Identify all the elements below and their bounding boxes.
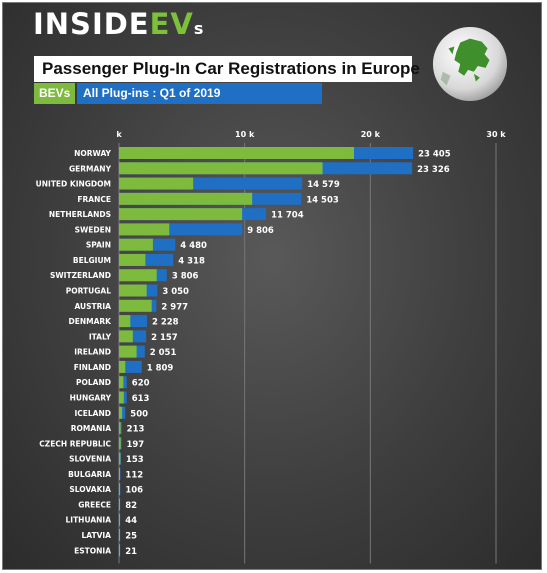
bar-bev	[119, 269, 157, 282]
value-label: 106	[125, 486, 143, 496]
bar-bev	[119, 437, 121, 450]
category-label: LITHUANIA	[66, 516, 112, 525]
value-label: 11 704	[271, 211, 304, 221]
bar-bev	[119, 299, 152, 312]
category-label: PORTUGAL	[66, 287, 111, 296]
category-label: CZECH REPUBLIC	[39, 439, 111, 448]
bar-bev	[119, 483, 120, 496]
bar-bev	[119, 529, 120, 541]
category-label: SWEDEN	[75, 225, 111, 234]
category-label: ROMANIA	[71, 424, 111, 433]
value-label: 2 228	[152, 318, 179, 328]
infographic-frame: INSIDEEVs Passenger Plug-In Car Registra…	[2, 2, 542, 570]
value-label: 213	[127, 425, 145, 435]
value-label: 4 318	[178, 256, 205, 266]
bar-bev	[119, 223, 170, 236]
bar-bev	[119, 467, 120, 480]
category-label: ICELAND	[74, 409, 111, 418]
bar-bev	[119, 345, 137, 358]
value-label: 3 806	[172, 272, 199, 282]
category-label: POLAND	[76, 378, 111, 387]
bar-bev	[119, 452, 121, 465]
x-tick-label: 10 k	[235, 130, 255, 139]
value-label: 153	[126, 455, 144, 465]
value-label: 4 480	[180, 241, 207, 251]
category-label: FINLAND	[74, 363, 111, 372]
bar-bev	[119, 177, 194, 190]
value-label: 23 326	[417, 165, 450, 175]
category-label: SLOVAKIA	[69, 485, 111, 494]
category-label: NORWAY	[74, 149, 111, 158]
bar-bev	[119, 238, 153, 251]
legend-bev: BEVs	[34, 83, 75, 104]
bar-bev	[119, 253, 146, 266]
bar-bev	[119, 192, 253, 205]
category-label: DENMARK	[69, 317, 113, 326]
category-label: NETHERLANDS	[49, 210, 111, 219]
value-label: 112	[125, 470, 143, 480]
value-label: 613	[132, 394, 150, 404]
bar-bev	[119, 498, 120, 511]
bar-bev	[119, 513, 120, 526]
value-label: 21	[125, 547, 137, 557]
category-label: SLOVENIA	[69, 455, 111, 464]
value-label: 82	[125, 501, 137, 511]
bar-bev	[119, 422, 121, 435]
chart-title: Passenger Plug-In Car Registrations in E…	[34, 56, 420, 82]
category-label: AUSTRIA	[74, 302, 111, 311]
category-label: LATVIA	[81, 531, 111, 540]
value-label: 14 503	[306, 195, 339, 205]
bar-bev	[119, 208, 243, 221]
value-label: 197	[126, 440, 144, 450]
globe-europe-icon	[432, 26, 508, 102]
x-tick-label: 20 k	[361, 130, 381, 139]
x-tick-label: k	[116, 130, 122, 139]
value-label: 14 579	[307, 180, 340, 190]
value-label: 620	[132, 379, 150, 389]
category-label: UNITED KINGDOM	[36, 180, 111, 189]
value-label: 500	[130, 409, 148, 419]
bar-bev	[119, 391, 124, 404]
category-label: FRANCE	[77, 195, 111, 204]
value-label: 44	[125, 516, 137, 526]
bar-chart: k 10 k 20 k 30 k NORWAY 23 405 GERMANY 23 326 UN…	[36, 130, 506, 564]
insideevs-logo: INSIDEEVs	[33, 7, 205, 41]
category-label: GERMANY	[69, 164, 112, 173]
category-label: ITALY	[89, 332, 112, 341]
category-label: SWITZERLAND	[50, 271, 111, 280]
legend-all-plugins: All Plug-ins : Q1 of 2019	[77, 83, 322, 104]
category-label: HUNGARY	[70, 393, 112, 402]
bar-bev	[119, 406, 123, 419]
value-label: 2 157	[151, 333, 178, 343]
value-label: 25	[125, 532, 137, 542]
category-label: SPAIN	[86, 241, 111, 250]
bar-bev	[119, 162, 323, 175]
bar-bev	[119, 315, 131, 328]
bar-bev	[119, 284, 147, 297]
value-label: 9 806	[247, 226, 274, 236]
bar-bev	[119, 360, 126, 373]
value-label: 2 977	[161, 302, 188, 312]
x-tick-label: 30 k	[486, 130, 506, 139]
bar-bev	[119, 147, 354, 159]
bar-bev	[119, 376, 124, 389]
category-label: ESTONIA	[74, 546, 111, 555]
category-label: IRELAND	[74, 348, 111, 357]
value-label: 1 809	[147, 363, 174, 373]
value-label: 2 051	[150, 348, 177, 358]
value-label: 3 050	[162, 287, 189, 297]
category-label: BELGIUM	[73, 256, 111, 265]
category-label: GREECE	[78, 500, 111, 509]
category-label: BULGARIA	[68, 470, 111, 479]
bar-bev	[119, 544, 120, 557]
value-label: 23 405	[418, 150, 451, 160]
bar-bev	[119, 330, 133, 343]
